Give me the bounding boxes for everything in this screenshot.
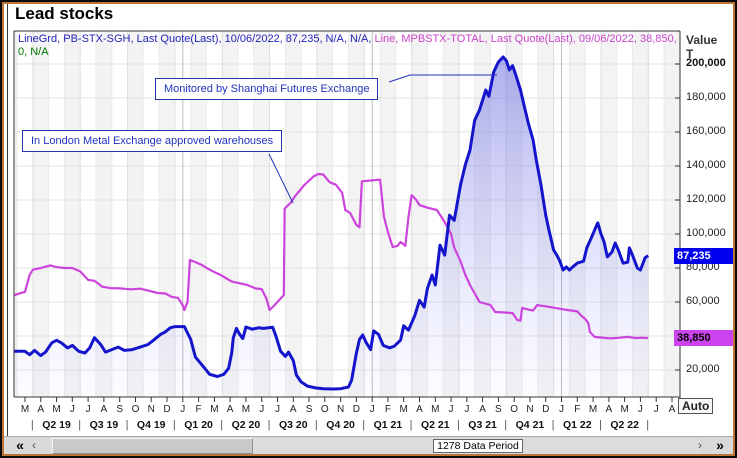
legend-series-extra[interactable]: 0, N/A [18,46,49,58]
scroll-right-button[interactable]: › [698,438,702,452]
scroll-far-left-button[interactable]: « [16,437,24,453]
last-value-badge-shfe: 87,235 [674,248,734,264]
scrollbar-thumb[interactable] [52,438,253,454]
annotation-shfe[interactable]: Monitored by Shanghai Futures Exchange [155,78,379,100]
page-title: Lead stocks [15,4,114,23]
last-value-badge-lme: 38,850 [674,330,734,346]
data-period-label: 1278 Data Period [433,439,523,453]
legend-series-lme[interactable]: Line, MPBSTX-TOTAL, Last Quote(Last), 09… [371,33,677,45]
legend-series-shfe[interactable]: LineGrd, PB-STX-SGH, Last Quote(Last), 1… [18,33,372,45]
chart-plot-area[interactable] [0,0,737,435]
y-axis-title: Value [686,33,718,47]
y-axis-unit: T [686,47,694,61]
chart-legend: LineGrd, PB-STX-SGH, Last Quote(Last), 1… [18,33,677,59]
scroll-far-right-button[interactable]: » [716,437,724,453]
annotation-lme[interactable]: In London Metal Exchange approved wareho… [22,130,283,152]
auto-scale-button[interactable]: Auto [678,398,714,414]
scroll-left-button[interactable]: ‹ [32,438,36,452]
data-scrollbar: « ‹ 1278 Data Period › » [4,436,733,454]
pane-divider [7,4,8,454]
